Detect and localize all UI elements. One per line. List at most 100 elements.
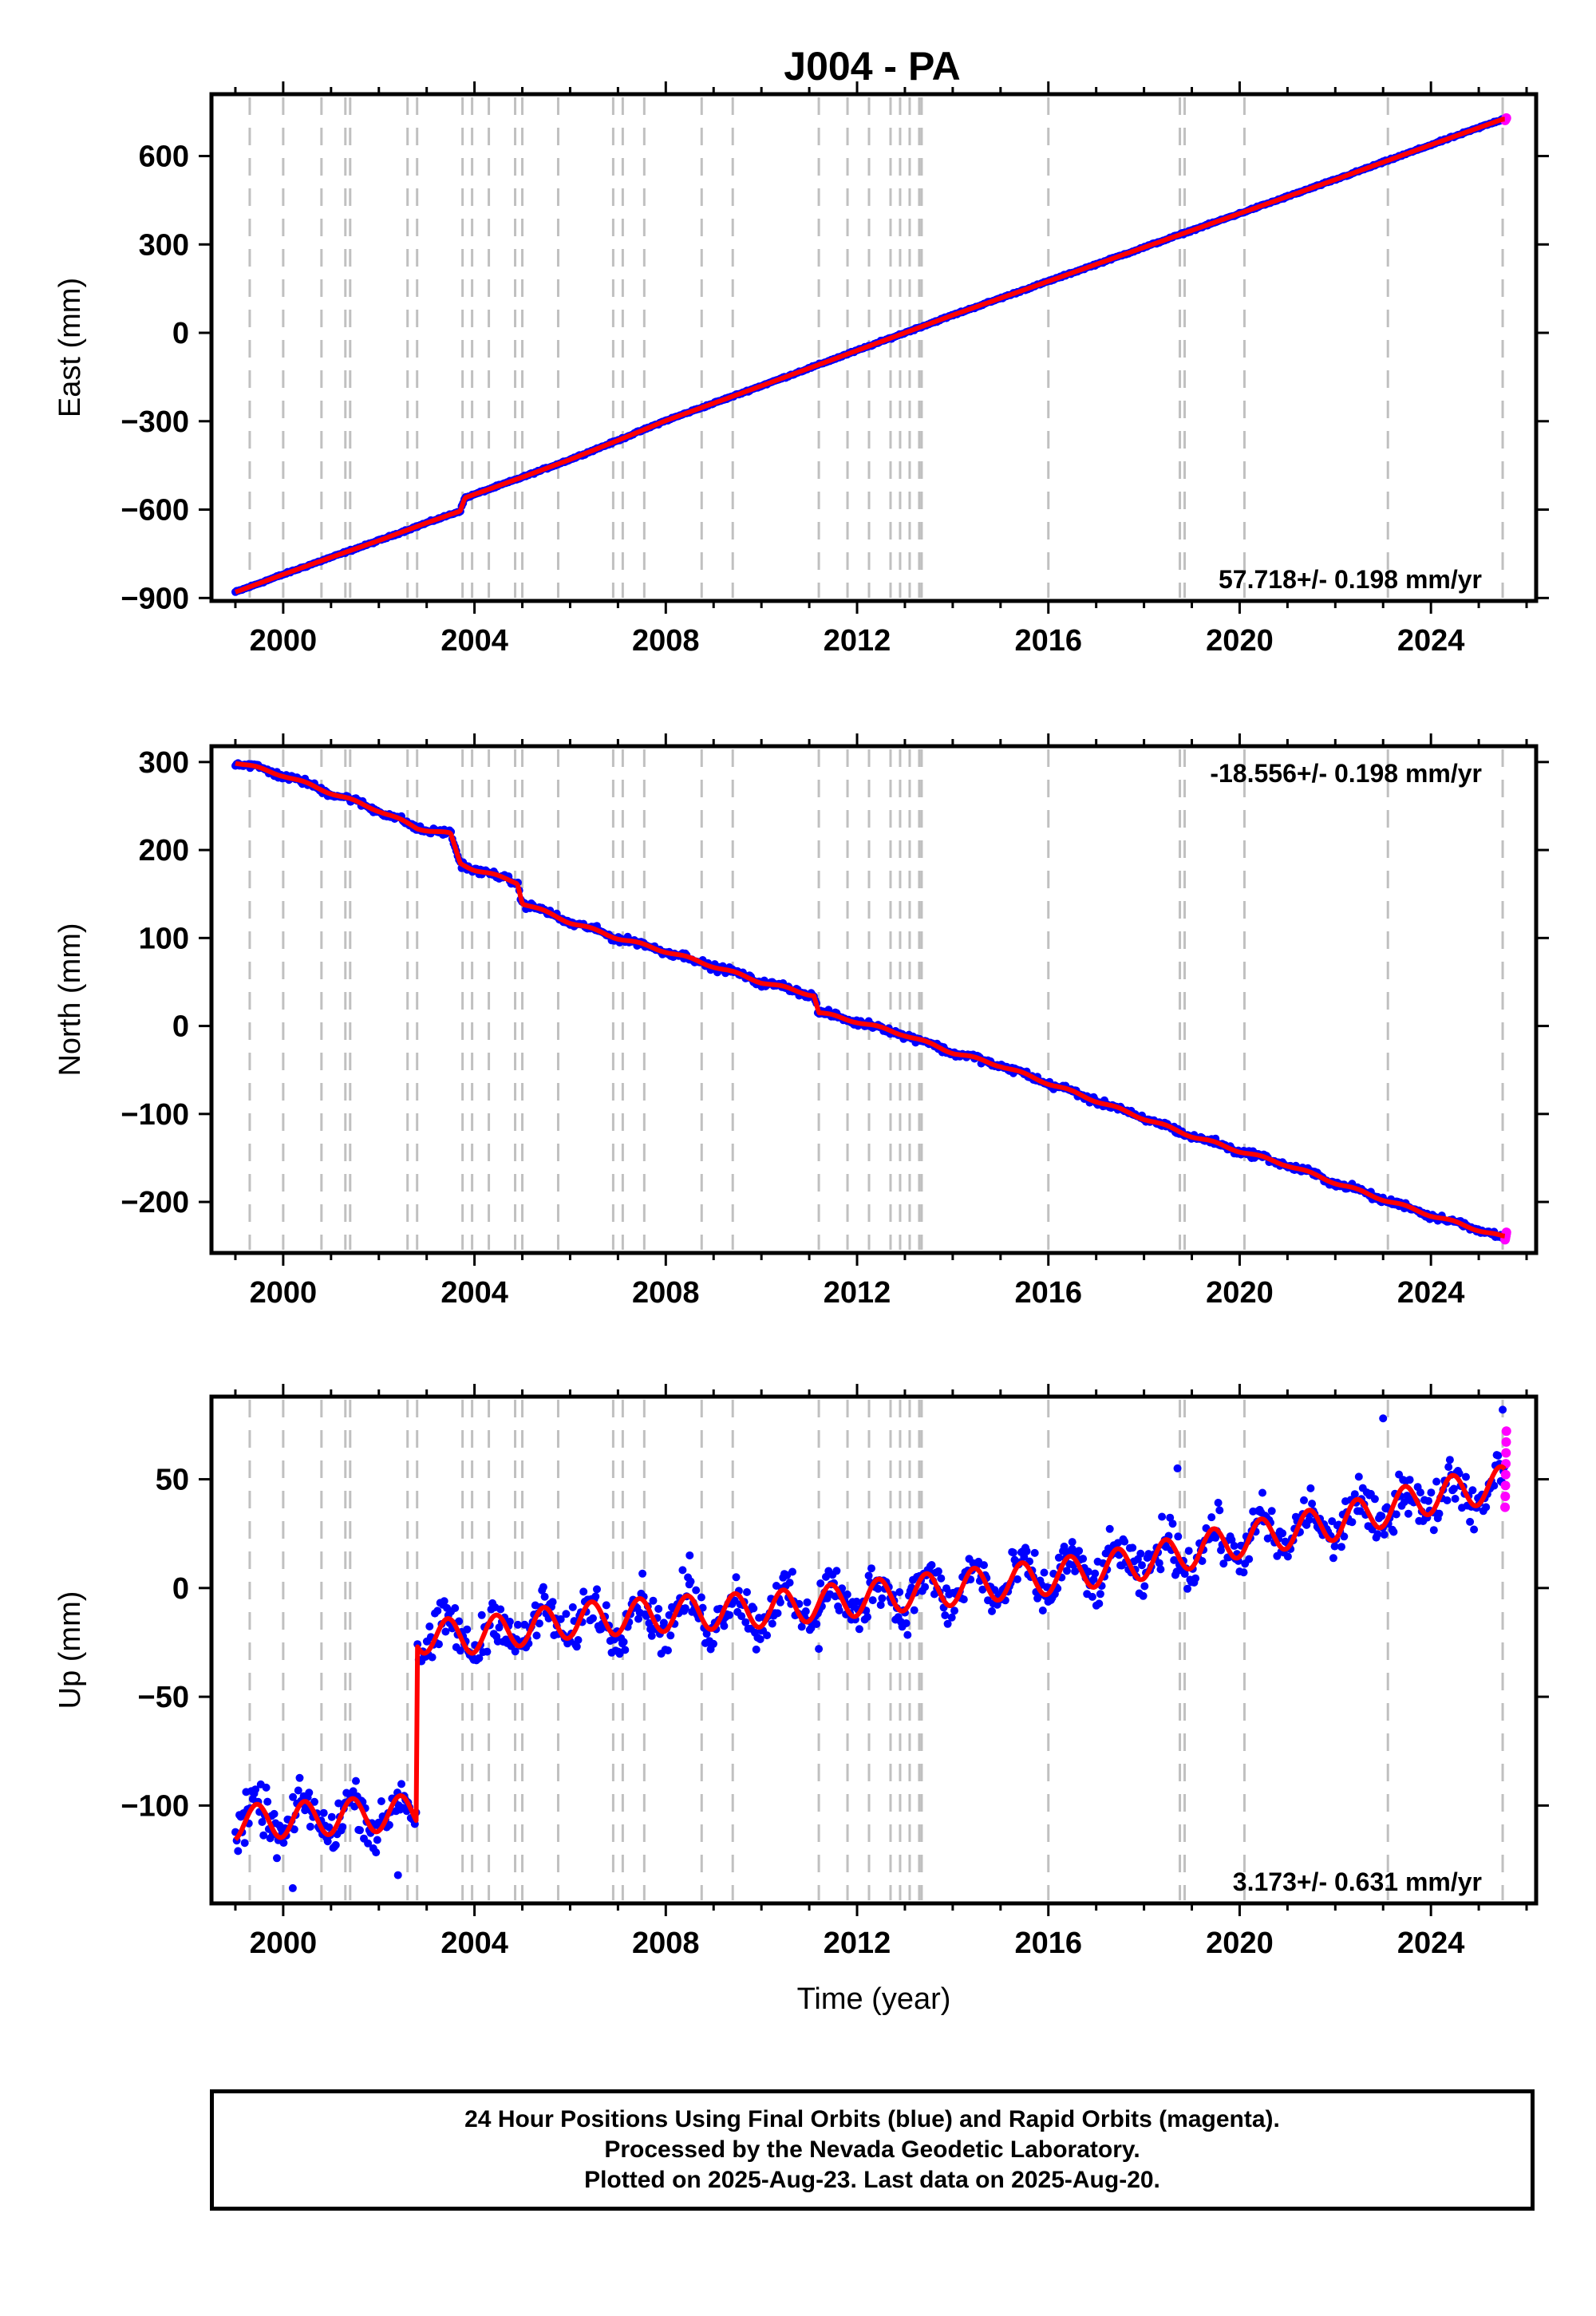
final-orbit-point (1105, 1524, 1114, 1533)
final-orbit-point (815, 1645, 824, 1654)
y-tick-label: −600 (120, 494, 189, 528)
final-orbit-point (568, 1603, 577, 1611)
final-orbit-point (950, 1607, 958, 1615)
final-orbit-point (1170, 1555, 1179, 1564)
final-orbit-point (634, 1614, 642, 1623)
final-orbit-point (514, 1620, 522, 1629)
final-orbit-point (927, 1561, 936, 1569)
final-orbit-point (319, 1808, 328, 1817)
final-orbit-point (752, 1645, 760, 1654)
final-orbit-point (306, 1822, 314, 1831)
final-orbit-point (1063, 1567, 1071, 1575)
final-orbit-point (698, 1603, 707, 1612)
y-axis: 50 0 −50 −100 Up (mm) (53, 1464, 1549, 1823)
final-orbit-point (251, 1785, 260, 1794)
final-orbit-point (1191, 1574, 1200, 1583)
final-orbit-point (1128, 1543, 1137, 1552)
final-orbit-point (610, 1635, 618, 1644)
final-orbit-point (785, 1579, 794, 1587)
final-orbit-point (475, 1654, 484, 1662)
x-tick-label: 2016 (1014, 1276, 1082, 1310)
step-lines (248, 1400, 1504, 1900)
y-tick-label: −900 (120, 582, 189, 615)
data-points (231, 1405, 1511, 1892)
final-orbit-point (876, 1601, 885, 1610)
final-orbit-point (743, 1588, 751, 1596)
final-orbit-point (262, 1783, 271, 1792)
final-orbit-point (702, 1630, 711, 1638)
x-tick-label: 2012 (824, 1927, 891, 1960)
final-orbit-point (1468, 1486, 1477, 1495)
final-orbit-point (372, 1848, 381, 1857)
final-orbit-point (855, 1625, 863, 1634)
final-orbit-point (1013, 1575, 1021, 1583)
final-orbit-point (937, 1574, 946, 1583)
final-orbit-point (903, 1630, 912, 1639)
x-tick-label: 2020 (1206, 1276, 1274, 1310)
final-orbit-point (352, 1777, 360, 1785)
rapid-orbit-point (1501, 1426, 1511, 1437)
final-orbit-point (1306, 1484, 1315, 1492)
y-tick-label: 600 (139, 140, 189, 174)
final-orbit-point (1091, 1569, 1100, 1578)
x-axis: 2000 2004 2008 2012 2016 2020 2024 Time (year) (234, 1384, 1528, 2016)
final-orbit-point (310, 1797, 318, 1806)
final-orbit-point (1400, 1498, 1408, 1507)
final-orbit-point (732, 1573, 741, 1582)
final-orbit-point (1432, 1477, 1441, 1486)
final-orbit-point (1140, 1582, 1149, 1591)
y-axis-label: North (mm) (53, 923, 87, 1076)
chart-title: J004 - PA (784, 44, 960, 89)
x-tick-label: 2008 (632, 1276, 700, 1310)
x-tick-label: 2004 (440, 624, 508, 658)
x-tick-label: 2016 (1014, 624, 1082, 658)
final-orbit-point (1435, 1509, 1444, 1518)
final-orbit-point (1207, 1513, 1216, 1522)
final-orbit-point (1030, 1548, 1039, 1557)
x-axis-label: Time (year) (797, 1982, 951, 2016)
final-orbit-point (295, 1773, 304, 1782)
final-orbit-point (441, 1627, 450, 1636)
final-orbit-point (1308, 1500, 1317, 1508)
final-orbit-point (505, 1618, 514, 1626)
final-orbit-point (572, 1642, 581, 1651)
model-line (233, 1464, 1507, 1842)
final-orbit-point (1088, 1592, 1096, 1601)
final-orbit-point (1350, 1490, 1359, 1499)
final-orbit-point (685, 1551, 694, 1559)
y-tick-label: −50 (138, 1681, 189, 1714)
y-tick-label: 50 (156, 1464, 189, 1497)
final-orbit-point (323, 1837, 332, 1846)
final-orbit-point (1071, 1567, 1080, 1575)
final-orbit-point (327, 1812, 336, 1821)
x-tick-label: 2016 (1014, 1927, 1082, 1960)
final-orbit-point (1392, 1510, 1400, 1519)
final-orbit-point (535, 1619, 543, 1628)
final-orbit-point (649, 1596, 658, 1605)
final-orbit-point (1427, 1488, 1436, 1497)
final-orbit-point (749, 1604, 758, 1613)
x-tick-label: 2024 (1397, 1927, 1465, 1960)
final-orbit-point (477, 1611, 486, 1619)
final-orbit-point (665, 1611, 674, 1619)
final-orbit-point (941, 1611, 950, 1619)
x-tick-label: 2008 (632, 624, 700, 658)
final-orbit-point (863, 1613, 871, 1622)
final-orbit-point (1389, 1528, 1398, 1536)
final-orbit-point (1239, 1568, 1248, 1577)
final-orbit-point (803, 1598, 812, 1607)
panel-north: 2000 2004 2008 2012 2016 2020 2024 300 200 100 0 −1… (53, 733, 1549, 1310)
final-orbit-point (574, 1636, 583, 1644)
final-orbit-point (666, 1631, 675, 1640)
final-orbit-point (338, 1823, 347, 1832)
final-orbit-point (279, 1839, 288, 1848)
x-tick-label: 2020 (1206, 1927, 1274, 1960)
plot-frame (209, 1394, 1539, 1906)
final-orbit-point (1230, 1542, 1238, 1550)
final-orbit-point (812, 1620, 821, 1628)
final-orbit-point (1329, 1554, 1337, 1563)
final-orbit-point (681, 1604, 689, 1613)
final-orbit-point (385, 1820, 393, 1829)
final-orbit-point (1348, 1518, 1357, 1527)
